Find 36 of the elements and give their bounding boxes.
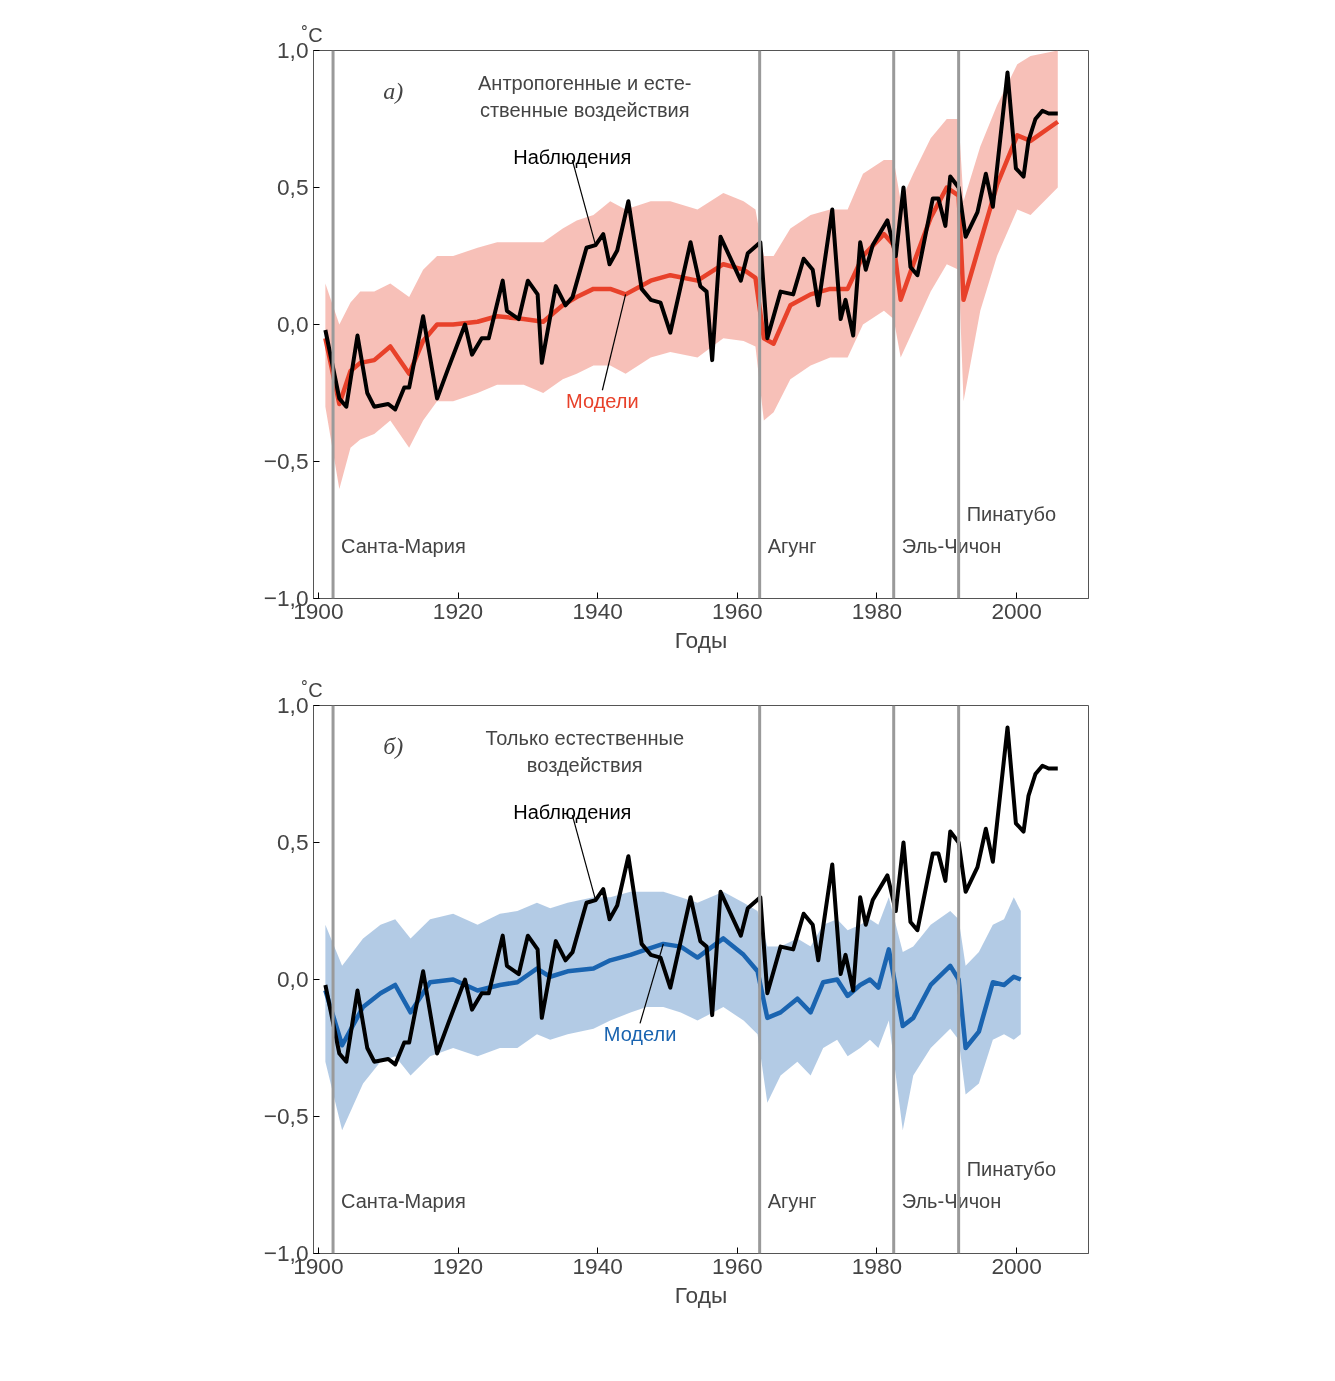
ref-line-label: Санта-Мария bbox=[341, 535, 466, 558]
x-tick-label: 1980 bbox=[851, 597, 903, 624]
line-series bbox=[323, 70, 1060, 412]
x-tick-label: 1920 bbox=[432, 1252, 484, 1279]
x-axis-title: Годы bbox=[674, 626, 728, 653]
line-series bbox=[323, 725, 1060, 1067]
annotation: а) bbox=[383, 77, 404, 104]
ref-line-label: Эль-Чичон bbox=[901, 1190, 1002, 1213]
x-tick-label: 1960 bbox=[712, 1252, 763, 1279]
x-tick-label: 1980 bbox=[851, 1252, 903, 1279]
ref-line-label: Эль-Чичон bbox=[901, 535, 1002, 558]
x-tick-label: 1940 bbox=[572, 1252, 623, 1279]
x-tick-label: 1960 bbox=[712, 597, 763, 624]
ref-line-label: Санта-Мария bbox=[341, 1190, 466, 1213]
series-label: Наблюдения bbox=[513, 146, 632, 169]
x-tick-label: 2000 bbox=[991, 1252, 1042, 1279]
x-tick-label: 1920 bbox=[432, 597, 484, 624]
x-tick-label: 2000 bbox=[991, 597, 1042, 624]
text: Антропогенные и есте- ственные воздействия bbox=[478, 72, 692, 121]
y-tick-label: 0,0 bbox=[277, 311, 309, 337]
x-axis-title: Годы bbox=[674, 1281, 728, 1308]
y-tick-label: 0,5 bbox=[277, 174, 309, 200]
ref-line-label: Агунг bbox=[767, 535, 817, 558]
x-tick-label: 1940 bbox=[572, 597, 623, 624]
annotation: б) bbox=[383, 732, 404, 759]
y-tick-label: −0,5 bbox=[263, 448, 309, 474]
text: Модели bbox=[603, 1023, 677, 1046]
text: Модели bbox=[566, 390, 639, 413]
y-tick-label: 0,5 bbox=[277, 829, 309, 855]
ref-line-label: Агунг bbox=[767, 1190, 817, 1213]
text: Только естественные воздействия bbox=[485, 727, 685, 776]
ref-line-label: Пинатубо bbox=[966, 1157, 1057, 1180]
series-label: Наблюдения bbox=[513, 801, 632, 824]
ref-line-label: Пинатубо bbox=[966, 502, 1057, 525]
y-tick-label: −0,5 bbox=[263, 1103, 309, 1129]
y-tick-label: 0,0 bbox=[277, 966, 309, 992]
